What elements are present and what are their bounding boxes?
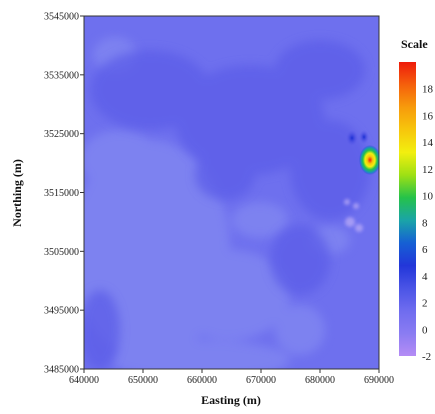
- y-tick-label: 3515000: [44, 188, 79, 199]
- anomaly-peak: [359, 145, 379, 175]
- colorbar-tick-label: 8: [422, 217, 428, 229]
- colorbar-tick-label: 2: [422, 298, 428, 310]
- y-tick-label: 3535000: [44, 70, 79, 81]
- light-specks: [344, 199, 363, 232]
- colorbar: [399, 62, 416, 356]
- colorbar-tick-label: 10: [422, 191, 434, 203]
- y-axis: 3485000 3495000 3505000 3515000 3525000 35350…: [44, 12, 84, 376]
- colorbar-tick-label: 4: [422, 271, 428, 283]
- x-tick-label: 650000: [128, 375, 158, 386]
- y-tick-label: 3505000: [44, 247, 79, 258]
- x-tick-label: 640000: [69, 375, 99, 386]
- y-tick-label: 3495000: [44, 306, 79, 317]
- x-axis: 640000 650000 660000 670000 680000 690000: [69, 369, 394, 386]
- high-value-regions: [84, 40, 370, 369]
- x-tick-label: 690000: [364, 375, 394, 386]
- y-tick-label: 3525000: [44, 129, 79, 140]
- colorbar-ticks: -2 0 2 4 6 8 10 12 14 16 18: [422, 84, 434, 363]
- x-axis-label: Easting (m): [201, 393, 261, 407]
- colorbar-tick-label: 0: [422, 324, 428, 336]
- x-tick-label: 670000: [246, 375, 276, 386]
- plot-area: [84, 16, 379, 369]
- anomaly-minor: [346, 130, 358, 146]
- y-tick-label: 3545000: [44, 12, 79, 23]
- colorbar-tick-label: 6: [422, 244, 428, 256]
- colorbar-title: Scale: [401, 37, 428, 51]
- colorbar-tick-label: 18: [422, 84, 434, 96]
- colorbar-tick-label: -2: [422, 351, 431, 363]
- colorbar-tick-label: 16: [422, 110, 434, 122]
- y-tick-label: 3485000: [44, 365, 79, 376]
- colorbar-tick-label: 14: [422, 137, 434, 149]
- y-axis-label: Northing (m): [10, 159, 24, 227]
- anomaly-minor: [359, 130, 369, 144]
- x-tick-label: 680000: [305, 375, 335, 386]
- colorbar-tick-label: 12: [422, 164, 433, 176]
- x-tick-label: 660000: [187, 375, 217, 386]
